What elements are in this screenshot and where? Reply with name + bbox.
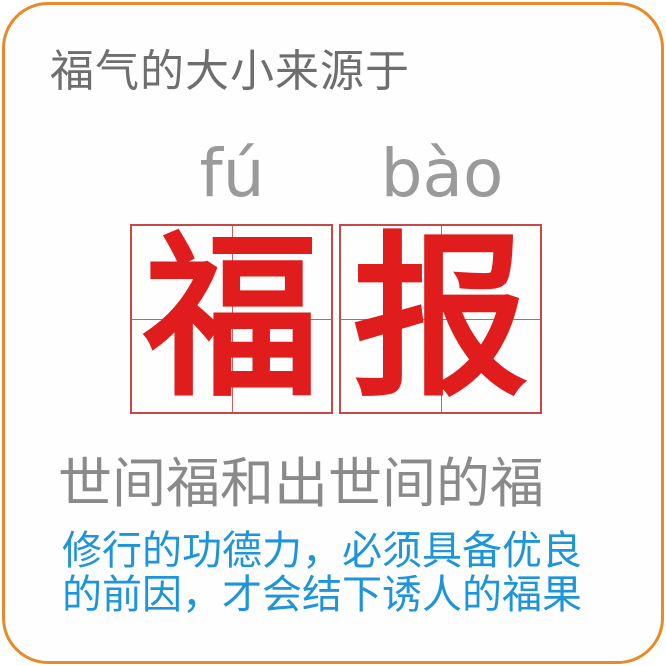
subtitle-text: 世间福和出世间的福	[58, 452, 544, 515]
character-fu: 福	[143, 214, 320, 421]
body-text-line-2: 的前因，才会结下诱人的福果	[62, 572, 582, 618]
intro-text: 福气的大小来源于	[50, 46, 410, 97]
body-text-line-1: 修行的功德力，必须具备优良	[62, 528, 582, 574]
character-grid-bao: 报	[339, 218, 542, 418]
grid-horizontal-line	[132, 319, 331, 320]
grid-horizontal-line	[341, 319, 540, 320]
pinyin-bao: bào	[380, 135, 504, 212]
character-bao: 报	[352, 214, 529, 421]
pinyin-fu: fú	[199, 135, 265, 212]
character-grid-fu: 福	[130, 218, 333, 418]
